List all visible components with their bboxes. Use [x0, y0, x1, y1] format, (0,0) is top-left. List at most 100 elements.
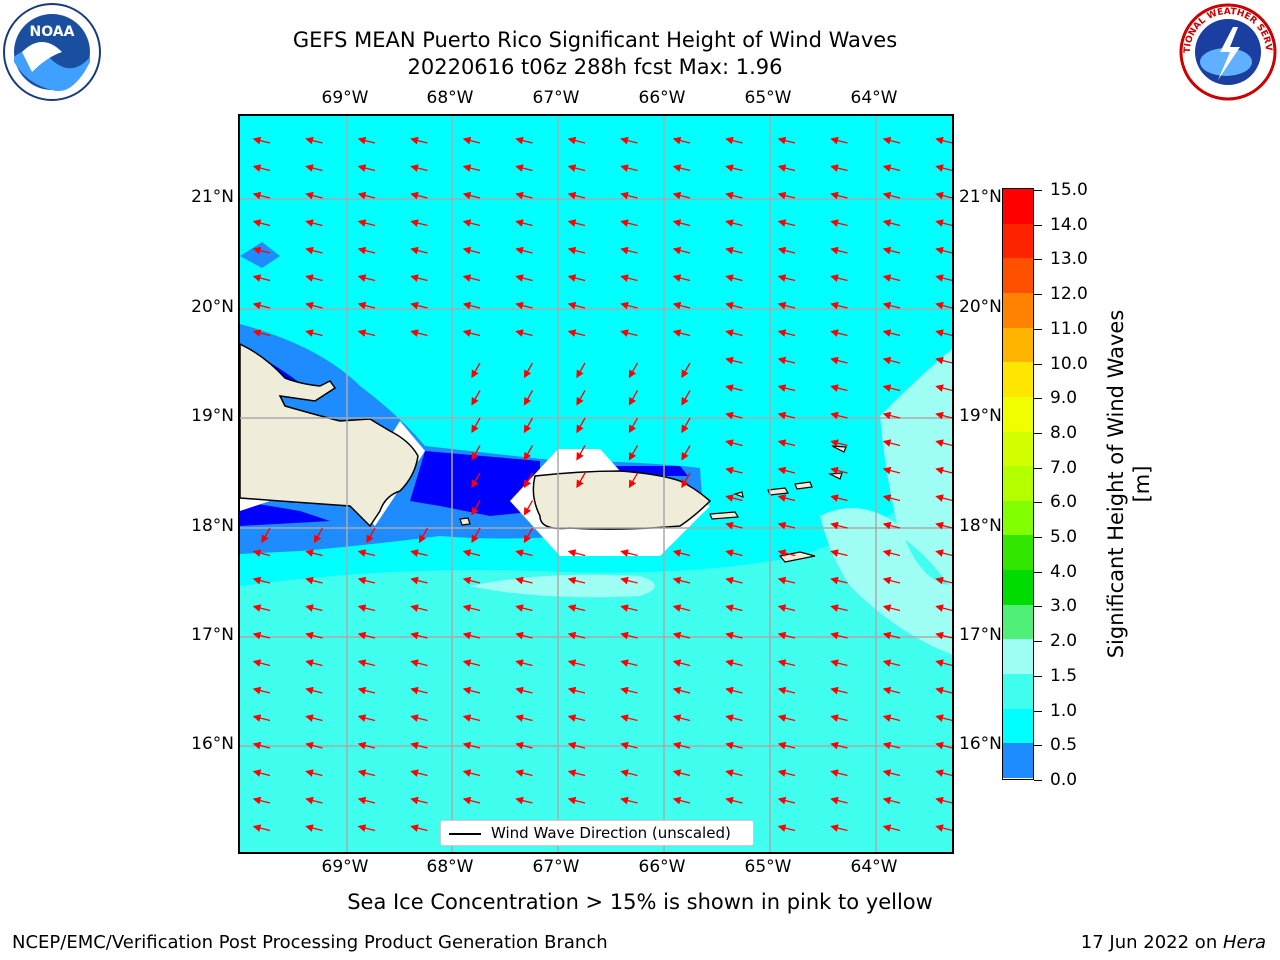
wave-direction-arrow: [515, 219, 533, 227]
wave-direction-arrow: [567, 796, 586, 805]
wave-direction-arrow: [410, 329, 428, 337]
map-canvas: [240, 116, 952, 852]
wave-direction-arrow: [410, 631, 428, 640]
wave-direction-arrow: [410, 219, 428, 227]
wave-direction-arrow: [882, 301, 901, 310]
wave-direction-arrow: [935, 796, 952, 805]
wave-direction-arrow: [515, 604, 533, 612]
wave-direction-arrow: [410, 164, 428, 172]
wave-direction-arrow: [261, 527, 271, 544]
wave-direction-arrow: [410, 191, 428, 200]
wave-direction-arrow: [410, 576, 428, 585]
wave-direction-arrow: [515, 191, 533, 200]
wave-direction-arrow: [252, 769, 271, 777]
wave-direction-arrow: [567, 549, 586, 557]
wave-direction-arrow: [515, 576, 533, 585]
colorbar-segment: [1003, 189, 1033, 225]
wave-direction-arrow: [252, 246, 271, 255]
wave-direction-arrow: [935, 246, 952, 255]
wave-direction-arrow: [357, 631, 376, 640]
wave-direction-arrow: [523, 362, 534, 379]
hispaniola-land: [240, 343, 419, 528]
wave-direction-arrow: [935, 136, 952, 145]
wave-direction-arrow: [357, 824, 376, 832]
wave-direction-arrow: [567, 164, 586, 172]
wave-direction-arrow: [515, 136, 533, 145]
colorbar-segment: [1003, 639, 1033, 675]
wave-direction-arrow: [305, 769, 323, 777]
wave-direction-arrow: [935, 164, 952, 172]
wave-direction-arrow: [882, 384, 901, 392]
wave-direction-arrow: [882, 219, 901, 227]
footer-date: 17 Jun 2022 on Hera: [1081, 932, 1266, 953]
footer-credit: NCEP/EMC/Verification Post Processing Pr…: [12, 932, 608, 953]
wave-direction-arrow: [410, 246, 428, 255]
wave-direction-arrow: [252, 659, 271, 667]
colorbar-tick: [1034, 328, 1042, 330]
colorbar-tick-label: 8.0: [1050, 422, 1078, 443]
colorbar-tick-label: 11.0: [1050, 318, 1088, 339]
wave-direction-arrow: [252, 686, 271, 695]
wave-direction-arrow: [935, 301, 952, 310]
wave-direction-arrow: [672, 604, 691, 612]
colorbar-tick: [1034, 675, 1042, 677]
colorbar-segment: [1003, 466, 1033, 502]
wave-direction-arrow: [628, 472, 639, 489]
wave-direction-arrow: [681, 472, 691, 489]
wave-direction-arrow: [777, 411, 796, 420]
wave-direction-arrow: [357, 136, 376, 145]
colorbar-tick: [1034, 398, 1042, 400]
wave-direction-arrow: [620, 301, 638, 310]
wave-direction-arrow: [725, 466, 743, 475]
wave-direction-arrow: [567, 274, 586, 282]
wave-direction-arrow: [935, 576, 952, 585]
wave-direction-arrow: [357, 164, 376, 172]
nws-logo: NATIONAL WEATHER SERVICE: [1174, 0, 1278, 102]
colorbar-segment: [1003, 500, 1033, 536]
wave-direction-arrow: [777, 219, 796, 227]
wave-direction-arrow: [777, 741, 796, 750]
wave-direction-arrow: [725, 219, 743, 227]
wave-direction-arrow: [935, 356, 952, 365]
wave-direction-arrow: [515, 741, 533, 750]
colorbar-tick-label: 6.0: [1050, 492, 1078, 513]
wave-direction-arrow: [410, 136, 428, 145]
wave-direction-arrow: [672, 659, 691, 667]
wave-direction-arrow: [523, 500, 534, 516]
colorbar-tick: [1034, 606, 1042, 608]
wave-direction-arrow: [576, 362, 586, 379]
wave-direction-arrow: [357, 191, 376, 200]
wave-direction-arrow: [410, 741, 428, 750]
wave-direction-arrow: [830, 714, 848, 722]
lon-label-bottom: 66°W: [638, 857, 686, 877]
wave-direction-arrow: [305, 631, 323, 640]
wave-direction-arrow: [567, 219, 586, 227]
wave-direction-arrow: [935, 191, 952, 200]
wave-direction-arrow: [252, 576, 271, 585]
island: [831, 445, 847, 453]
wave-direction-arrow: [830, 136, 848, 145]
wave-direction-arrow: [515, 329, 533, 337]
wave-direction-arrow: [305, 329, 323, 337]
wave-direction-arrow: [462, 686, 481, 695]
wave-direction-arrow: [357, 659, 376, 667]
wave-direction-arrow: [672, 301, 691, 310]
colorbar-tick: [1034, 537, 1042, 539]
wave-direction-arrow: [725, 576, 743, 585]
wave-direction-arrow: [725, 356, 743, 365]
lon-label-top: 65°W: [744, 88, 792, 108]
wave-direction-arrow: [515, 659, 533, 667]
wave-direction-arrow: [515, 631, 533, 640]
map-legend: Wind Wave Direction (unscaled): [440, 820, 754, 846]
wave-direction-arrow: [777, 384, 796, 392]
wave-direction-arrow: [777, 466, 796, 475]
wave-direction-arrow: [515, 246, 533, 255]
wave-direction-arrow: [672, 631, 691, 640]
wave-direction-arrow: [672, 136, 691, 145]
wave-direction-arrow: [830, 659, 848, 667]
wave-direction-arrow: [620, 741, 638, 750]
wave-direction-arrow: [357, 329, 376, 337]
wave-direction-arrow: [725, 686, 743, 695]
lat-label-right: 20°N: [959, 297, 1002, 317]
wave-direction-arrow: [882, 274, 901, 282]
